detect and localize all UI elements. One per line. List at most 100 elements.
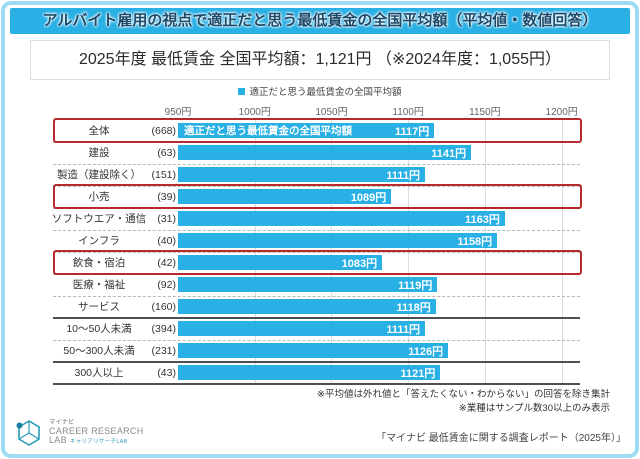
- bar-value-label: 1117円: [395, 125, 430, 138]
- chart-row: インフラ (40) 1158円: [0, 230, 640, 252]
- value-bar: 1089円: [178, 189, 392, 204]
- value-bar: 1111円: [178, 321, 426, 336]
- bar-value-label: 1118円: [396, 301, 431, 314]
- highlight-box: [53, 184, 582, 209]
- value-bar: 適正だと思う最低賃金の全国平均額 1117円: [178, 123, 435, 138]
- highlight-box: [53, 250, 582, 275]
- legend-swatch-icon: [238, 87, 246, 95]
- row-divider: [53, 361, 580, 363]
- category-label: 製造（建設除く）: [57, 169, 141, 181]
- chart-row: 小売 (39) 1089円: [0, 186, 640, 208]
- category-label: 10～50人未満: [66, 323, 132, 335]
- value-bar: 1121円: [178, 365, 441, 380]
- category-label: 建設: [88, 147, 110, 159]
- bar-annotation: 適正だと思う最低賃金の全国平均額: [184, 125, 352, 137]
- sample-count: (63): [157, 147, 176, 159]
- logo-lab: LAB: [49, 434, 67, 445]
- row-divider: [53, 164, 580, 165]
- legend-label: 適正だと思う最低賃金の全国平均額: [249, 87, 402, 98]
- row-divider: [53, 296, 580, 297]
- summary-box: 2025年度 最低賃金 全国平均額：1,121円 （※2024年度：1,055円…: [30, 40, 610, 80]
- chart-row: 全体 (668) 適正だと思う最低賃金の全国平均額 1117円: [0, 120, 640, 142]
- chart-legend: 適正だと思う最低賃金の全国平均額: [0, 85, 640, 98]
- bar-value-label: 1141円: [431, 147, 467, 160]
- chart-axis: 950円 1000円 1050円 1100円 1150円 1200円: [0, 103, 640, 118]
- logo-brand: マイナビ: [49, 420, 75, 427]
- bar-value-label: 1126円: [408, 345, 444, 358]
- category-label: 医療・福祉: [72, 279, 126, 291]
- category-label: 飲食・宿泊: [72, 257, 126, 269]
- bar-value-label: 1111円: [386, 323, 421, 336]
- source-citation: 「マイナビ 最低賃金に関する調査レポート（2025年）」: [376, 433, 626, 444]
- sample-count: (31): [157, 213, 176, 225]
- bar-value-label: 1119円: [398, 279, 433, 292]
- value-bar: 1083円: [178, 255, 383, 270]
- logo-text: マイナビ CAREER RESEARCH LAB キャリアリサーチLAB: [49, 420, 144, 446]
- category-label: 全体: [88, 125, 110, 137]
- category-label: 50～300人未満: [63, 345, 135, 357]
- footnote-line: ※業種はサンプル数30以上のみ表示: [458, 402, 610, 414]
- value-bar: 1126円: [178, 343, 449, 358]
- career-research-lab-logo: マイナビ CAREER RESEARCH LAB キャリアリサーチLAB: [14, 418, 144, 448]
- chart-row: 建設 (63) 1141円: [0, 142, 640, 164]
- value-bar: 1111円: [178, 167, 426, 182]
- page-title: アルバイト雇用の視点で適正だと思う最低賃金の全国平均額（平均値・数値回答）: [10, 8, 630, 34]
- chart-row: サービス (160) 1118円: [0, 296, 640, 318]
- row-divider: [53, 252, 580, 253]
- category-label: 小売: [88, 191, 110, 203]
- sample-count: (231): [151, 345, 176, 357]
- category-label: ソフトウエア・通信: [51, 213, 147, 225]
- axis-tick-label: 1200円: [545, 107, 578, 118]
- chart-row: ソフトウエア・通信 (31) 1163円: [0, 208, 640, 230]
- logo-subtext: キャリアリサーチLAB: [69, 438, 128, 445]
- bar-value-label: 1121円: [400, 367, 436, 380]
- chart-row: 飲食・宿泊 (42) 1083円: [0, 252, 640, 274]
- chart-row: 医療・福祉 (92) 1119円: [0, 274, 640, 296]
- sample-count: (668): [151, 125, 176, 137]
- sample-count: (43): [157, 367, 176, 379]
- bar-value-label: 1111円: [386, 169, 421, 182]
- row-divider: [53, 317, 580, 319]
- value-bar: 1118円: [178, 299, 436, 314]
- axis-tick-label: 1000円: [238, 107, 271, 118]
- category-label: 300人以上: [74, 367, 124, 379]
- chart-row: 製造（建設除く） (151) 1111円: [0, 164, 640, 186]
- sample-count: (39): [157, 191, 176, 203]
- chart-row: 10～50人未満 (394) 1111円: [0, 318, 640, 340]
- value-bar: 1158円: [178, 233, 498, 248]
- axis-tick-label: 1050円: [315, 107, 348, 118]
- sample-count: (92): [157, 279, 176, 291]
- summary-text: 2025年度 最低賃金 全国平均額：1,121円 （※2024年度：1,055円…: [78, 51, 561, 68]
- value-bar: 1119円: [178, 277, 438, 292]
- chart-rows: 全体 (668) 適正だと思う最低賃金の全国平均額 1117円建設 (63) 1141円製…: [0, 118, 640, 385]
- bar-value-label: 1158円: [457, 235, 493, 248]
- sample-count: (40): [157, 235, 176, 247]
- bar-value-label: 1163円: [464, 213, 500, 226]
- chart-row: 300人以上 (43) 1121円: [0, 362, 640, 384]
- axis-tick-label: 1150円: [469, 107, 501, 118]
- category-label: サービス: [78, 301, 120, 313]
- row-divider: [53, 186, 580, 187]
- chart-row: 50～300人未満 (231) 1126円: [0, 340, 640, 362]
- bar-value-label: 1089円: [350, 191, 387, 204]
- value-bar: 1141円: [178, 145, 472, 160]
- row-divider: [53, 340, 580, 341]
- sample-count: (394): [151, 323, 176, 335]
- value-bar: 1163円: [178, 211, 505, 226]
- logo-line1: CAREER RESEARCH: [49, 425, 144, 436]
- cube-logo-icon: [16, 420, 40, 446]
- row-divider: [53, 383, 580, 385]
- logo-line2: LAB キャリアリサーチLAB: [49, 434, 144, 446]
- category-label: インフラ: [78, 235, 120, 247]
- row-divider: [53, 230, 580, 231]
- bar-value-label: 1083円: [341, 257, 378, 270]
- sample-count: (160): [151, 301, 176, 313]
- axis-tick-label: 950円: [164, 107, 192, 118]
- sample-count: (151): [151, 169, 176, 181]
- footnote-line: ※平均値は外れ値と「答えたくない・わからない」の回答を除き集計: [317, 389, 610, 400]
- sample-count: (42): [157, 257, 176, 269]
- highlight-box: [53, 118, 582, 143]
- axis-tick-label: 1100円: [392, 107, 424, 118]
- footnotes: ※平均値は外れ値と「答えたくない・わからない」の回答を除き集計 ※業種はサンプル…: [317, 388, 610, 416]
